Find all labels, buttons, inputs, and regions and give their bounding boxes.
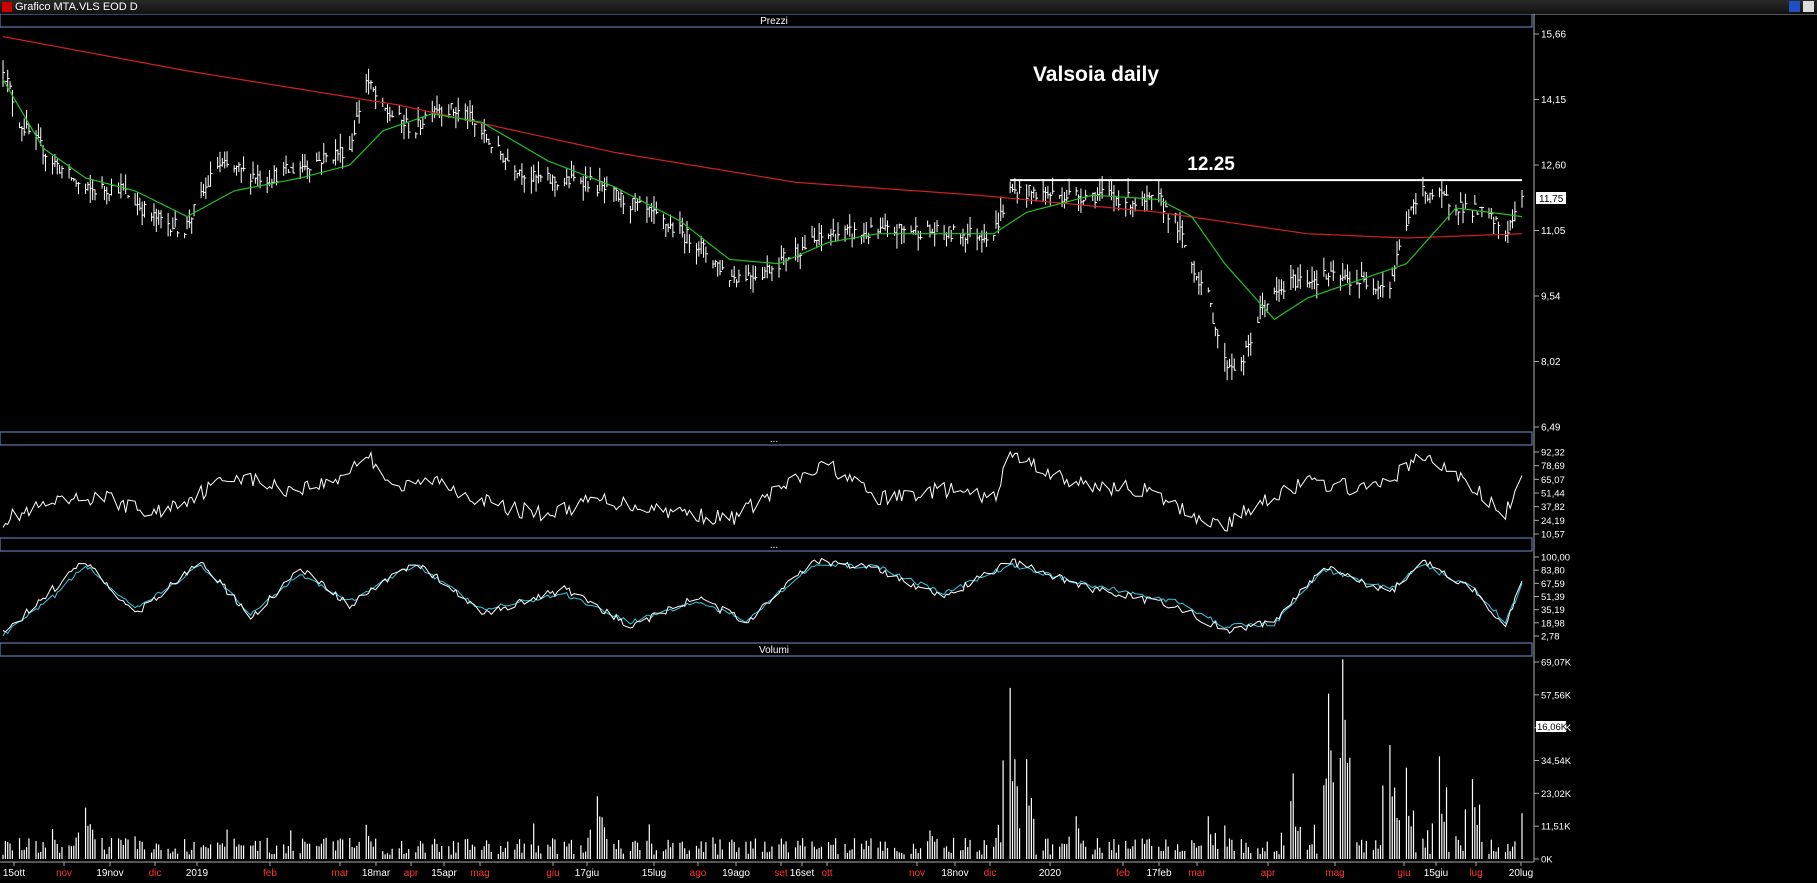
x-tick-label: 15ott: [3, 868, 25, 879]
rsi-line: [2, 450, 1523, 532]
x-axis: 15ott nov 19nov dic 2019 feb mar 18mar apr 15apr m…: [0, 861, 1534, 879]
x-tick-label: giu: [1397, 868, 1410, 879]
x-tick-label: 17feb: [1146, 868, 1171, 879]
x-tick-label: lug: [1469, 868, 1482, 879]
y-tick-label: 51,39: [1541, 592, 1565, 603]
x-tick-label: nov: [56, 868, 72, 879]
x-tick-label: 16set: [790, 868, 815, 879]
window-title: Grafico MTA.VLS EOD D: [15, 1, 138, 13]
ma-short-line: [2, 79, 1523, 321]
y-tick-label: 18,98: [1541, 618, 1565, 629]
x-tick-label: 19ago: [722, 868, 750, 879]
y-tick-label: 37,82: [1541, 502, 1565, 513]
y-tick-label: 83,80: [1541, 566, 1565, 577]
x-tick-label: giu: [546, 868, 559, 879]
last-volume-label: 16,06K: [1537, 722, 1568, 733]
x-tick-label: 17giu: [575, 868, 599, 879]
price-panel: Valsoia daily 12.25 15,66 14,15 12,60 11,05…: [2, 30, 1566, 434]
app-icon: [2, 2, 12, 12]
x-tick-label: 18nov: [941, 868, 968, 879]
y-tick-label: 9,54: [1541, 292, 1561, 303]
x-tick-label: mar: [331, 868, 349, 879]
x-tick-label: apr: [1261, 868, 1276, 879]
last-volume-box: [1536, 721, 1566, 732]
y-tick-label: 92,32: [1541, 448, 1565, 459]
last-price-box: [1536, 192, 1566, 204]
x-tick-label: mag: [1325, 868, 1344, 879]
restore-button[interactable]: [1789, 1, 1800, 12]
y-tick-label: 67,59: [1541, 579, 1565, 590]
x-tick-label: 15lug: [642, 868, 666, 879]
y-tick-label: 10,57: [1541, 530, 1565, 541]
x-tick-label: apr: [404, 868, 419, 879]
x-tick-label: feb: [1116, 868, 1130, 879]
stoch-d-line: [2, 562, 1523, 637]
y-tick-label: 11,51K: [1541, 822, 1571, 833]
y-tick-label: 11,05: [1541, 226, 1566, 237]
x-tick-label: 15giu: [1424, 868, 1448, 879]
x-tick-label: feb: [263, 868, 277, 879]
resistance-label: 12.25: [1187, 154, 1235, 175]
y-tick-label: 14,15: [1541, 95, 1566, 106]
x-tick-label: mag: [470, 868, 489, 879]
rsi-panel: 92,32 78,69 65,07 51,44 37,82 24,19 10,57: [2, 448, 1565, 541]
close-button[interactable]: [1803, 1, 1814, 12]
ma-long-line: [2, 36, 1523, 239]
y-tick-label: 69,07K: [1541, 658, 1572, 669]
y-tick-label: 35,19: [1541, 605, 1565, 616]
y-tick-label: 23,02K: [1541, 789, 1572, 800]
rsi-y-ticks: 92,32 78,69 65,07 51,44 37,82 24,19 10,57: [1534, 448, 1565, 541]
y-tick-label: 100,00: [1541, 553, 1570, 564]
window-titlebar: Grafico MTA.VLS EOD D: [0, 0, 1817, 15]
y-tick-label: 6,49: [1541, 423, 1561, 434]
volume-panel-title: Volumi: [759, 645, 789, 656]
y-tick-label: 34,54K: [1541, 756, 1572, 767]
x-tick-label: dic: [149, 868, 162, 879]
y-tick-label: 24,19: [1541, 516, 1565, 527]
x-tick-label: nov: [909, 868, 925, 879]
x-tick-label: 20lug: [1509, 868, 1533, 879]
x-tick-label: 19nov: [96, 868, 123, 879]
volume-bars: [2, 659, 1523, 859]
price-bars: [2, 60, 1524, 381]
x-tick-label: mar: [1188, 868, 1206, 879]
y-tick-label: 57,56K: [1541, 690, 1572, 701]
y-tick-label: 2,78: [1541, 632, 1560, 643]
y-tick-label: 15,66: [1541, 30, 1566, 41]
rsi-panel-title: ...: [770, 434, 778, 445]
chart-canvas: Prezzi ... ... Volumi Valsoia daily 12.2…: [0, 14, 1572, 879]
stoch-panel: 100,00 83,80 67,59 51,39 35,19 18,98 2,78: [2, 553, 1570, 643]
x-tick-label: dic: [984, 868, 997, 879]
x-tick-label: 15apr: [431, 868, 457, 879]
x-tick-label: ago: [690, 868, 707, 879]
price-panel-title: Prezzi: [760, 16, 788, 27]
stoch-panel-title: ...: [770, 540, 778, 551]
y-tick-label: 8,02: [1541, 357, 1561, 368]
x-tick-label: 2019: [186, 868, 209, 879]
stoch-k-line: [2, 557, 1523, 634]
y-tick-label: 0K: [1541, 855, 1553, 866]
price-y-ticks: 15,66 14,15 12,60 11,05 9,54 8,02 6,49: [1534, 30, 1566, 434]
x-tick-label: ott: [821, 868, 832, 879]
chart-title: Valsoia daily: [1033, 63, 1159, 86]
panel-headers: Prezzi ... ... Volumi: [0, 14, 1533, 657]
stoch-y-ticks: 100,00 83,80 67,59 51,39 35,19 18,98 2,78: [1534, 553, 1570, 643]
x-tick-label: set: [774, 868, 788, 879]
y-tick-label: 51,44: [1541, 489, 1565, 500]
x-tick-label: 2020: [1039, 868, 1062, 879]
y-tick-label: 78,69: [1541, 461, 1565, 472]
x-tick-label: 18mar: [362, 868, 391, 879]
last-price-label: 11,75: [1539, 194, 1564, 205]
y-tick-label: 12,60: [1541, 161, 1566, 172]
x-axis-labels: 15ott nov 19nov dic 2019 feb mar 18mar apr 15apr m…: [3, 862, 1533, 879]
y-tick-label: 65,07: [1541, 475, 1565, 486]
